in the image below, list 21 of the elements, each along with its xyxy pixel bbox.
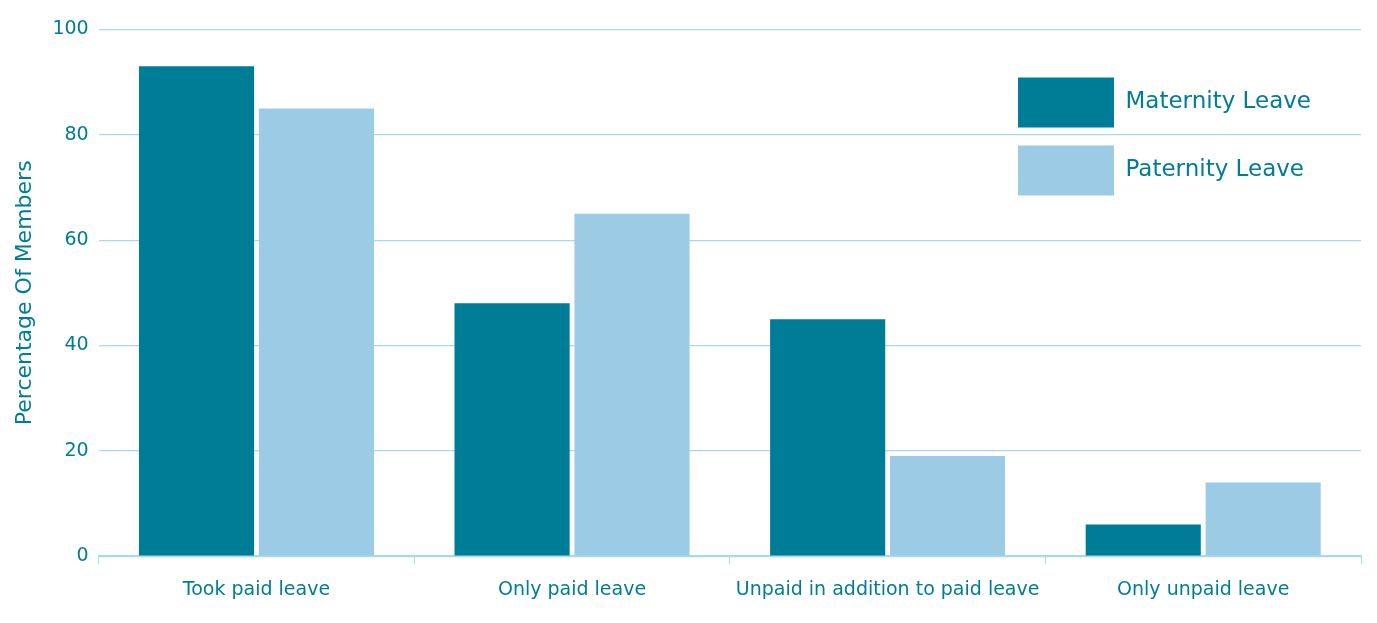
bar — [138, 66, 255, 556]
y-tick-label: 40 — [64, 332, 89, 355]
y-tick-label: 100 — [52, 16, 89, 39]
bar — [454, 303, 570, 556]
bar — [890, 456, 1006, 556]
bar — [1205, 482, 1321, 556]
bar — [1085, 524, 1201, 556]
y-tick-label: 80 — [64, 121, 89, 144]
y-axis-title: Percentage Of Members — [10, 160, 36, 426]
bar — [258, 108, 374, 556]
legend-label: Paternity Leave — [1125, 155, 1304, 182]
x-tick-label: Unpaid in addition to paid leave — [735, 576, 1040, 599]
y-tick-label: 60 — [64, 227, 89, 250]
x-tick-label: Only unpaid leave — [1117, 576, 1290, 599]
x-tick-label: Only paid leave — [497, 576, 647, 599]
bar — [574, 213, 690, 556]
legend-label: Maternity Leave — [1125, 87, 1311, 114]
bar — [770, 319, 886, 556]
y-tick-label: 20 — [64, 437, 89, 460]
x-tick-label: Took paid leave — [181, 576, 331, 599]
y-tick-label: 0 — [76, 543, 89, 566]
